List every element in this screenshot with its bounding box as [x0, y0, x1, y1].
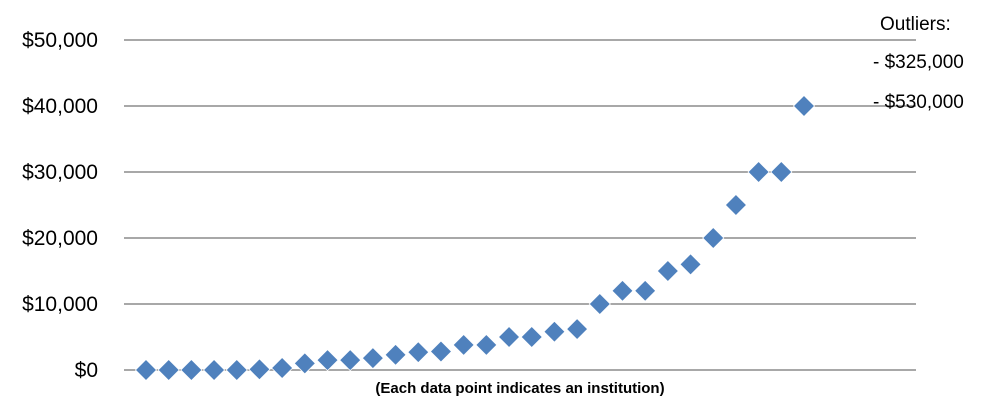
data-point: [543, 320, 566, 343]
data-point: [679, 253, 702, 276]
gridlines: [124, 39, 916, 305]
y-tick-label: $30,000: [22, 161, 98, 184]
data-point: [702, 226, 725, 250]
data-point: [361, 347, 384, 370]
outlier-value-2: - $530,000: [873, 92, 964, 113]
y-axis-tick-labels: $0 $10,000 $20,000 $30,000 $40,000 $50,000: [22, 29, 98, 382]
data-point: [520, 325, 543, 349]
data-point: [293, 352, 316, 375]
data-point: [225, 358, 248, 382]
data-point: [452, 333, 475, 356]
data-point: [770, 160, 793, 184]
outliers-note: Outliers: - $325,000 - $530,000: [873, 14, 964, 113]
data-point: [429, 340, 453, 363]
outliers-heading: Outliers:: [880, 14, 951, 35]
x-axis-label: (Each data point indicates an institutio…: [375, 380, 664, 397]
outlier-value-1: - $325,000: [873, 52, 964, 73]
y-tick-label: $0: [75, 359, 98, 382]
data-point: [248, 358, 271, 381]
data-point: [339, 349, 362, 372]
data-point: [180, 358, 203, 382]
data-point: [792, 94, 816, 118]
y-tick-label: $40,000: [22, 95, 98, 118]
data-point: [497, 325, 521, 349]
data-point: [157, 358, 180, 382]
data-point: [271, 356, 294, 380]
data-point: [634, 279, 657, 302]
y-tick-label: $20,000: [22, 227, 98, 250]
data-point: [384, 343, 407, 366]
data-point: [724, 193, 747, 217]
data-point: [656, 259, 679, 283]
y-tick-label: $10,000: [22, 293, 98, 316]
data-points: [134, 94, 816, 382]
data-point: [611, 279, 634, 302]
data-point: [203, 358, 226, 382]
data-point: [134, 358, 158, 382]
data-point: [475, 333, 498, 356]
data-point: [316, 349, 339, 372]
data-point: [407, 341, 430, 364]
data-point: [566, 318, 589, 341]
data-point: [747, 160, 770, 184]
y-tick-label: $50,000: [22, 29, 98, 52]
data-point: [588, 292, 611, 316]
